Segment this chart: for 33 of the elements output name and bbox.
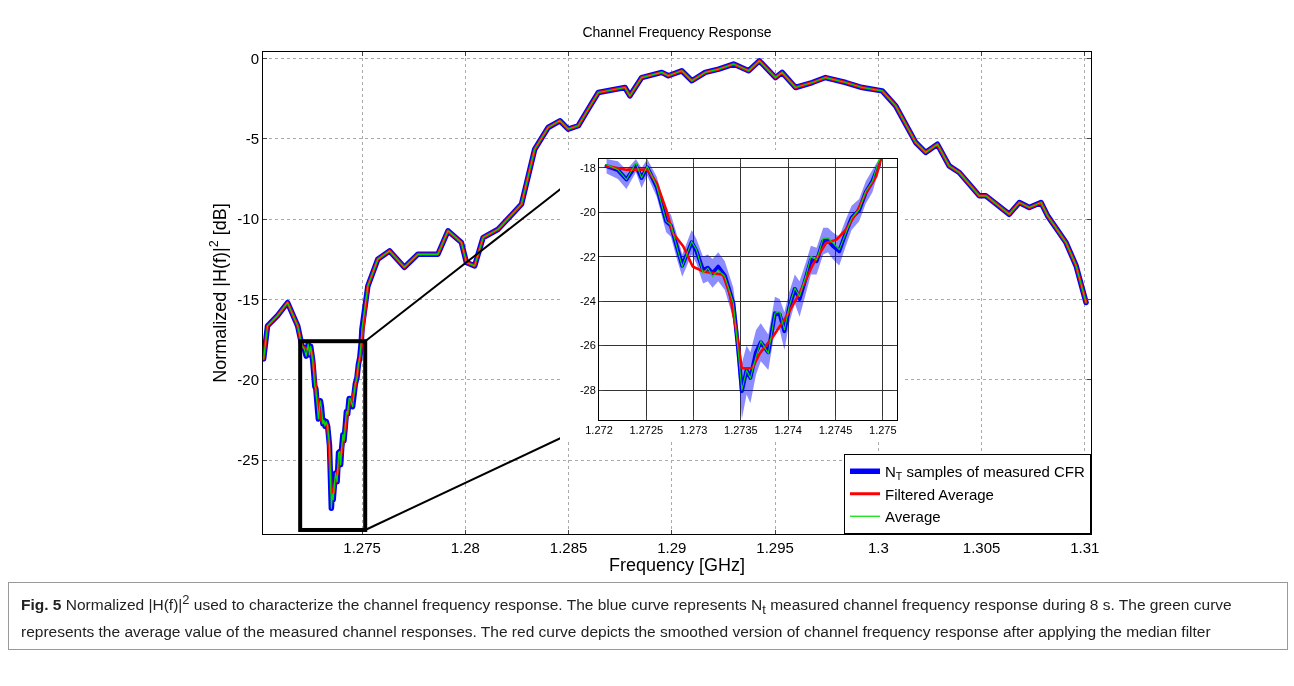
x-tick-label: 1.3 [867,539,889,556]
y-tick-label: -10 [237,210,259,228]
y-tick-label: 0 [250,49,259,67]
chart-title: Channel Frequency Response [582,23,772,40]
x-axis-title: Frequency [GHz] [608,555,746,575]
y-tick-label: -25 [237,451,259,469]
y-tick-label: -15 [237,290,259,308]
x-tick-label: 1.31 [1070,539,1100,556]
y-tick-label: -26 [579,339,596,352]
x-tick-label: 1.275 [869,424,897,437]
y-tick-label: -20 [237,371,259,389]
caption: Fig. 5 Normalized |H(f)|$^{2}$ used to characterize the channel frequency response. The blue curve represents N$_{t}$ measured channel frequency response during 8 s. The green curve represents the average value of the measured channel responses. The red curve depicts the smoothed version of channel frequency response after applying the median filter [21,591,1233,643]
y-tick-label: -5 [245,130,259,148]
x-tick-label: 1.275 [343,539,381,556]
legend-label: Average [885,508,941,526]
x-tick-label: 1.285 [549,539,588,556]
x-tick-label: 1.2725 [629,424,664,437]
y-tick-label: -24 [579,295,596,308]
x-tick-label: 1.2735 [724,424,758,437]
legend-label: Filtered Average [885,485,994,503]
y-tick-label: -18 [579,161,596,174]
x-tick-label: 1.2745 [818,424,853,437]
x-tick-label: 1.28 [450,539,480,556]
x-tick-label: 1.274 [774,424,802,437]
x-tick-label: 1.295 [756,539,794,556]
y-tick-label: -28 [579,383,596,396]
y-tick-label: -20 [579,206,596,219]
x-tick-label: 1.273 [679,424,708,437]
y-tick-label: -22 [579,250,596,263]
x-tick-label: 1.305 [962,539,1001,556]
legend-label: N$_{T}$ samples of measured CFR [885,463,1085,483]
x-tick-label: 1.29 [657,539,687,556]
x-tick-label: 1.272 [585,424,613,437]
